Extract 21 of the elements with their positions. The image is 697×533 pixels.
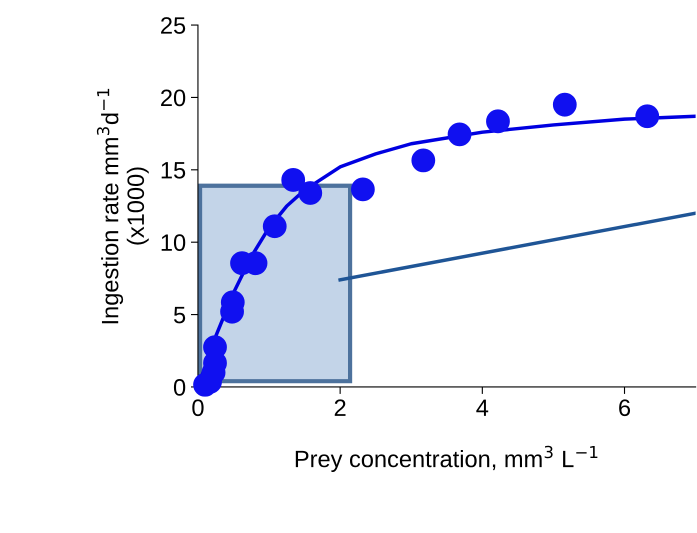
point (281, 168, 306, 192)
x-tick-label: 2 (334, 399, 346, 416)
y-tick-label: 20 (161, 90, 186, 106)
point (552, 92, 577, 117)
point (298, 181, 322, 205)
point (262, 214, 287, 238)
text: Ingestion rate mm$^{3}$d$^{−1}$ (x1000) (96, 88, 149, 324)
point (350, 177, 375, 202)
y-tick-label: 15 (162, 162, 186, 179)
x-tick-label: 6 (619, 399, 630, 416)
y-tick-label: 10 (162, 234, 186, 251)
x-tick-label: 4 (476, 400, 488, 416)
point (635, 104, 660, 128)
y-tick-label: 25 (161, 17, 186, 34)
y-tick-label: 5 (174, 306, 186, 324)
point (448, 122, 472, 146)
point (411, 148, 436, 172)
y-tick-label: 0 (174, 379, 186, 396)
point (486, 109, 510, 134)
x-axis-title: Prey concentration, mm$^{3}$ L$^{−1}$ (296, 446, 598, 472)
x-tick-label: 0 (192, 399, 204, 416)
